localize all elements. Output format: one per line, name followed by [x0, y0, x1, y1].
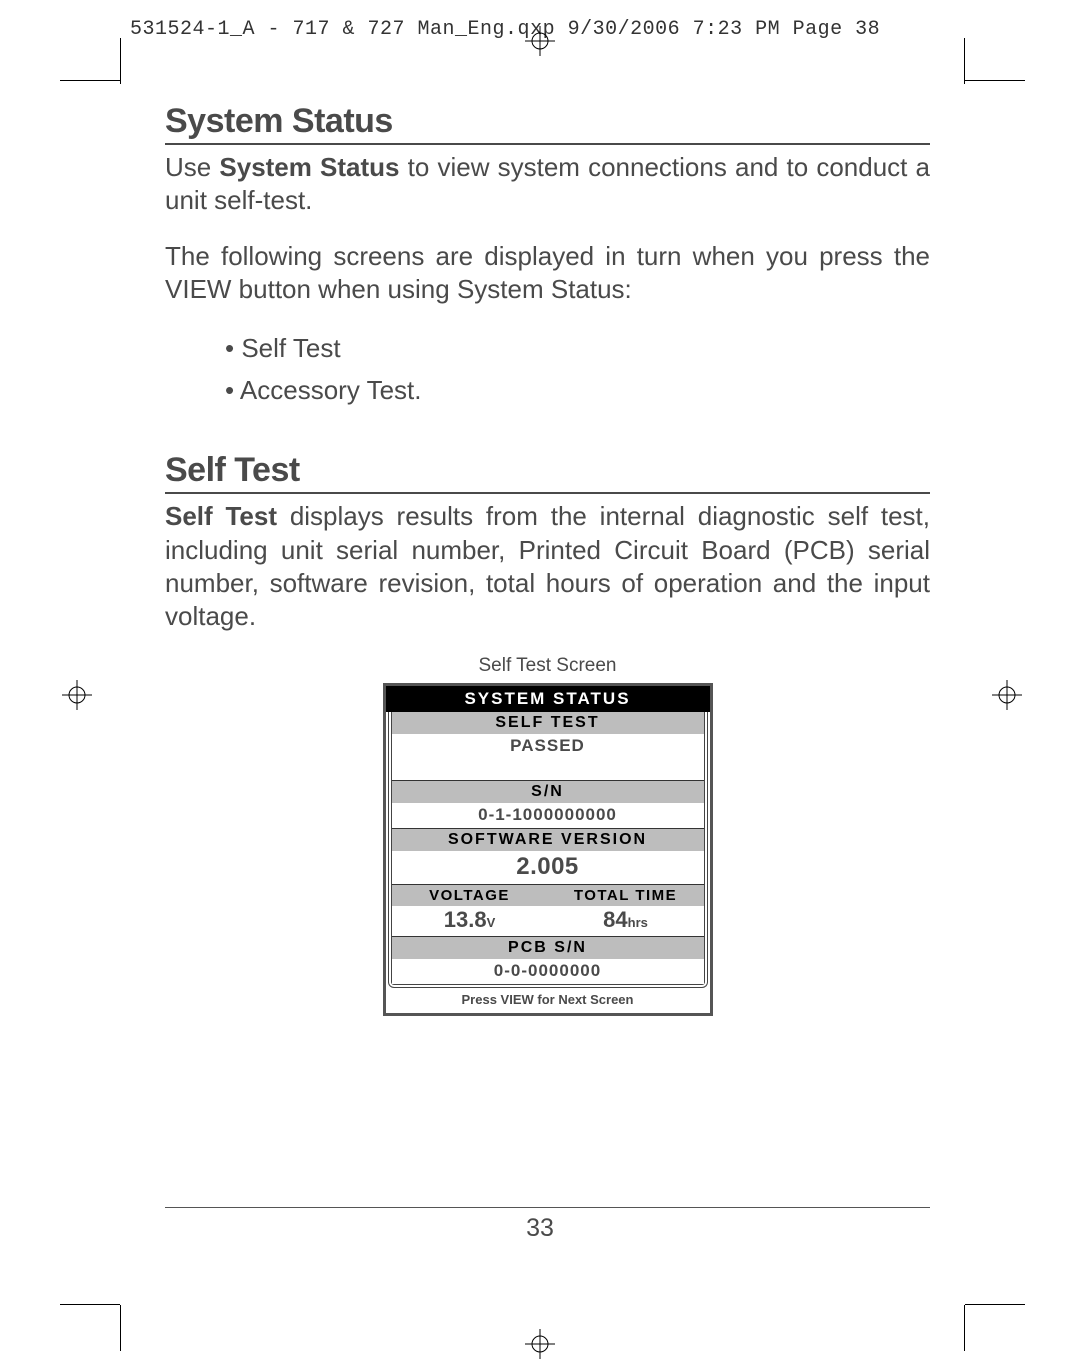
total-time-value: 84hrs — [548, 906, 704, 936]
sn-value: 0-1-1000000000 — [392, 803, 704, 828]
registration-mark-icon — [525, 1329, 555, 1359]
registration-mark-icon — [525, 26, 555, 56]
crop-mark — [120, 1305, 121, 1351]
body-paragraph: Use System Status to view system connect… — [165, 151, 930, 218]
text: Use — [165, 152, 219, 182]
crop-mark — [60, 1304, 120, 1305]
screen-footer: Press VIEW for Next Screen — [386, 988, 710, 1013]
total-time-label: TOTAL TIME — [548, 885, 704, 906]
crop-mark — [964, 1305, 965, 1351]
body-paragraph: Self Test displays results from the inte… — [165, 500, 930, 633]
bullet-item: Accessory Test. — [225, 370, 930, 412]
figure-caption: Self Test Screen — [165, 655, 930, 677]
registration-mark-icon — [992, 680, 1022, 710]
registration-mark-icon — [62, 680, 92, 710]
sn-label: S/N — [392, 780, 704, 803]
screen-title: SYSTEM STATUS — [386, 686, 710, 712]
voltage-value: 13.8V — [392, 906, 548, 936]
header-slug: 531524-1_A - 717 & 727 Man_Eng.qxp 9/30/… — [130, 18, 880, 41]
selftest-label: SELF TEST — [392, 712, 704, 734]
pcb-sn-label: PCB S/N — [392, 936, 704, 959]
text: displays results from the internal diagn… — [165, 501, 930, 631]
bold-text: Self Test — [165, 501, 277, 531]
page-rule — [165, 1207, 930, 1208]
crop-mark — [965, 80, 1025, 81]
crop-mark — [60, 80, 120, 81]
crop-mark — [120, 38, 121, 84]
self-test-screen: SYSTEM STATUS SELF TEST PASSED S/N 0-1-1… — [383, 683, 713, 1016]
software-version-label: SOFTWARE VERSION — [392, 828, 704, 851]
software-version-value: 2.005 — [392, 851, 704, 884]
page-number: 33 — [0, 1214, 1080, 1243]
bullet-item: Self Test — [225, 328, 930, 370]
crop-mark — [965, 1304, 1025, 1305]
voltage-label: VOLTAGE — [392, 885, 548, 906]
section-heading-self-test: Self Test — [165, 451, 930, 494]
section-heading-system-status: System Status — [165, 102, 930, 145]
pcb-sn-value: 0-0-0000000 — [392, 959, 704, 984]
bold-text: System Status — [219, 152, 399, 182]
crop-mark — [964, 38, 965, 84]
body-paragraph: The following screens are displayed in t… — [165, 240, 930, 307]
selftest-value: PASSED — [392, 734, 704, 780]
